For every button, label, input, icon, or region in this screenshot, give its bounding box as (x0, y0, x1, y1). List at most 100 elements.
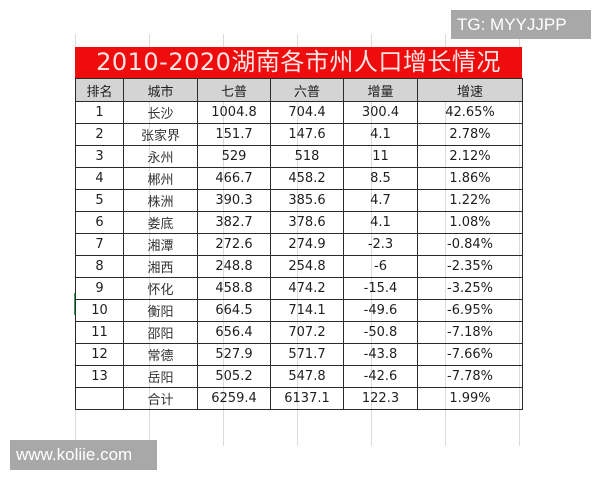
cell-census7[interactable]: 1004.8 (197, 101, 271, 124)
cell-city[interactable]: 郴州 (123, 167, 198, 190)
cell-growth[interactable]: -7.78% (417, 365, 523, 388)
cell-census7[interactable]: 527.9 (197, 343, 271, 366)
table-title: 2010-2020湖南各市州人口增长情况 (75, 47, 522, 78)
cell-city[interactable]: 株洲 (123, 189, 198, 212)
cell-increase[interactable]: -43.8 (343, 343, 418, 366)
cell-rank[interactable]: 12 (75, 343, 124, 366)
cell-rank[interactable]: 1 (75, 101, 124, 124)
header-census6[interactable]: 六普 (270, 78, 344, 102)
cell-increase[interactable]: -15.4 (343, 277, 418, 300)
cell-census6[interactable]: 254.8 (270, 255, 344, 278)
cell-growth[interactable]: -0.84% (417, 233, 523, 256)
cell-city[interactable]: 岳阳 (123, 365, 198, 388)
cell-census6[interactable]: 385.6 (270, 189, 344, 212)
header-rank[interactable]: 排名 (75, 78, 124, 102)
cell-increase[interactable]: -42.6 (343, 365, 418, 388)
cell-growth[interactable]: -3.25% (417, 277, 523, 300)
header-city[interactable]: 城市 (123, 78, 198, 102)
cell-census7[interactable]: 272.6 (197, 233, 271, 256)
cell-increase[interactable]: 4.7 (343, 189, 418, 212)
cell-census7[interactable]: 656.4 (197, 321, 271, 344)
cell-city[interactable]: 长沙 (123, 101, 198, 124)
header-growth[interactable]: 增速 (417, 78, 523, 102)
cell-increase[interactable]: -50.8 (343, 321, 418, 344)
cell-increase[interactable]: 8.5 (343, 167, 418, 190)
cell-census7[interactable]: 6259.4 (197, 387, 271, 410)
cell-census6[interactable]: 571.7 (270, 343, 344, 366)
cell-census7[interactable]: 466.7 (197, 167, 271, 190)
table-row: 11 邵阳 656.4 707.2 -50.8 -7.18% (75, 321, 523, 344)
cell-rank[interactable] (75, 387, 124, 410)
cell-census6[interactable]: 704.4 (270, 101, 344, 124)
cell-increase[interactable]: 122.3 (343, 387, 418, 410)
cell-census6[interactable]: 378.6 (270, 211, 344, 234)
header-census7[interactable]: 七普 (197, 78, 271, 102)
cell-increase[interactable]: -2.3 (343, 233, 418, 256)
cell-census6[interactable]: 518 (270, 145, 344, 168)
cell-growth[interactable]: -6.95% (417, 299, 523, 322)
watermark-top: TG: MYYJJPP (451, 10, 591, 39)
cell-census7[interactable]: 529 (197, 145, 271, 168)
cell-rank[interactable]: 9 (75, 277, 124, 300)
cell-census6[interactable]: 707.2 (270, 321, 344, 344)
cell-census7[interactable]: 664.5 (197, 299, 271, 322)
cell-census7[interactable]: 390.3 (197, 189, 271, 212)
cell-growth[interactable]: -2.35% (417, 255, 523, 278)
cell-city[interactable]: 邵阳 (123, 321, 198, 344)
watermark-bottom: www.koliie.com (10, 440, 157, 470)
table-row: 5 株洲 390.3 385.6 4.7 1.22% (75, 189, 523, 212)
cell-city[interactable]: 怀化 (123, 277, 198, 300)
cell-census7[interactable]: 505.2 (197, 365, 271, 388)
cell-growth[interactable]: 1.08% (417, 211, 523, 234)
cell-growth[interactable]: 2.12% (417, 145, 523, 168)
population-table: 排名 城市 七普 六普 增量 增速 1 长沙 1004.8 704.4 300.4 42.… (75, 78, 523, 410)
cell-increase[interactable]: -49.6 (343, 299, 418, 322)
header-increase[interactable]: 增量 (343, 78, 418, 102)
cell-increase[interactable]: -6 (343, 255, 418, 278)
cell-rank[interactable]: 8 (75, 255, 124, 278)
cell-growth[interactable]: 1.86% (417, 167, 523, 190)
cell-rank[interactable]: 7 (75, 233, 124, 256)
cell-city[interactable]: 张家界 (123, 123, 198, 146)
cell-census6[interactable]: 458.2 (270, 167, 344, 190)
cell-city[interactable]: 湘西 (123, 255, 198, 278)
cell-growth[interactable]: 2.78% (417, 123, 523, 146)
cell-census6[interactable]: 474.2 (270, 277, 344, 300)
cell-census7[interactable]: 248.8 (197, 255, 271, 278)
cell-rank[interactable]: 13 (75, 365, 124, 388)
cell-rank[interactable]: 10 (75, 299, 124, 322)
cell-city[interactable]: 衡阳 (123, 299, 198, 322)
cell-rank[interactable]: 2 (75, 123, 124, 146)
table-row: 7 湘潭 272.6 274.9 -2.3 -0.84% (75, 233, 523, 256)
cell-rank[interactable]: 4 (75, 167, 124, 190)
cell-census7[interactable]: 151.7 (197, 123, 271, 146)
cell-growth[interactable]: -7.66% (417, 343, 523, 366)
cell-rank[interactable]: 3 (75, 145, 124, 168)
cell-rank[interactable]: 5 (75, 189, 124, 212)
cell-census6[interactable]: 547.8 (270, 365, 344, 388)
cell-census6[interactable]: 147.6 (270, 123, 344, 146)
cell-census6[interactable]: 6137.1 (270, 387, 344, 410)
cell-census7[interactable]: 382.7 (197, 211, 271, 234)
cell-rank[interactable]: 6 (75, 211, 124, 234)
cell-increase[interactable]: 300.4 (343, 101, 418, 124)
cell-census6[interactable]: 714.1 (270, 299, 344, 322)
cell-growth[interactable]: 1.99% (417, 387, 523, 410)
cell-city[interactable]: 永州 (123, 145, 198, 168)
cell-city[interactable]: 湘潭 (123, 233, 198, 256)
cell-increase[interactable]: 11 (343, 145, 418, 168)
cell-census6[interactable]: 274.9 (270, 233, 344, 256)
cell-census7[interactable]: 458.8 (197, 277, 271, 300)
cell-growth[interactable]: -7.18% (417, 321, 523, 344)
cell-growth[interactable]: 1.22% (417, 189, 523, 212)
cell-city[interactable]: 娄底 (123, 211, 198, 234)
cell-rank[interactable]: 11 (75, 321, 124, 344)
table-row: 2 张家界 151.7 147.6 4.1 2.78% (75, 123, 523, 146)
cell-city[interactable]: 常德 (123, 343, 198, 366)
cell-increase[interactable]: 4.1 (343, 123, 418, 146)
cell-growth[interactable]: 42.65% (417, 101, 523, 124)
table-row: 8 湘西 248.8 254.8 -6 -2.35% (75, 255, 523, 278)
table-row: 1 长沙 1004.8 704.4 300.4 42.65% (75, 101, 523, 124)
cell-increase[interactable]: 4.1 (343, 211, 418, 234)
cell-city[interactable]: 合计 (123, 387, 198, 410)
